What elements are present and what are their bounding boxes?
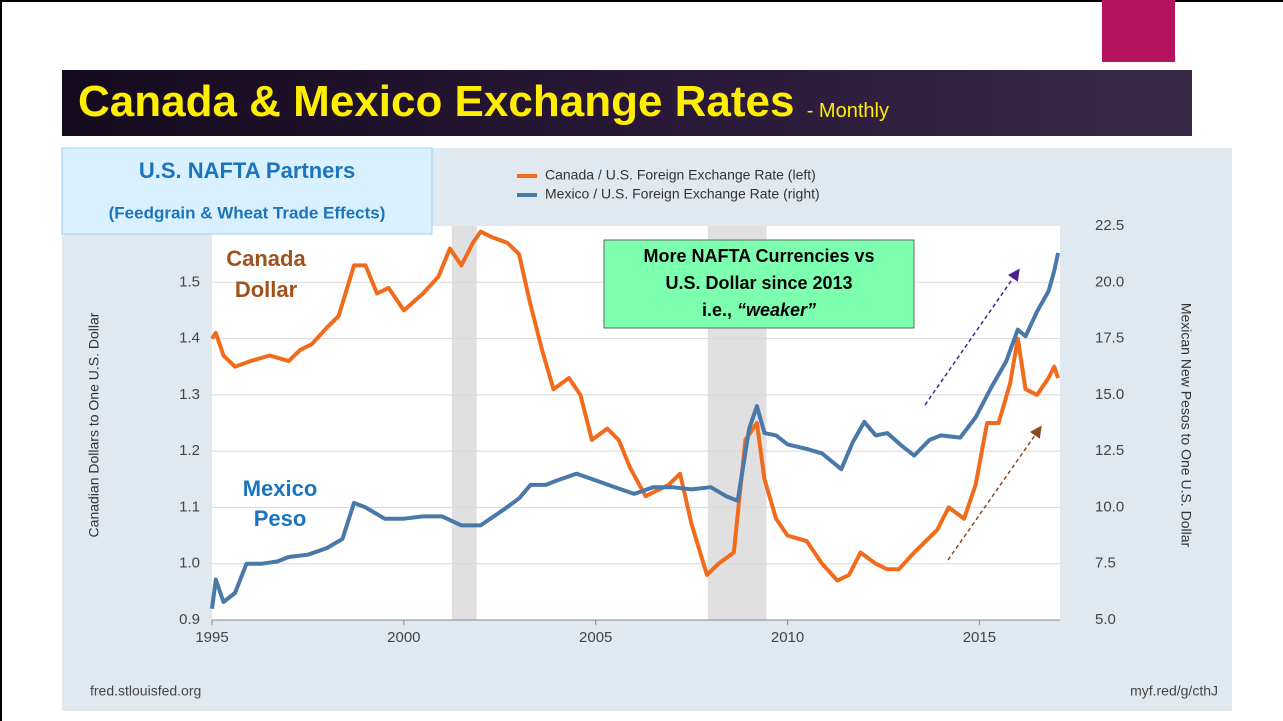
badge-subtitle: (Feedgrain & Wheat Trade Effects)	[109, 203, 386, 222]
mexico-label: Peso	[254, 506, 307, 531]
y2-axis-label: Mexican New Pesos to One U.S. Dollar	[1178, 303, 1194, 548]
y2-tick-label: 20.0	[1095, 273, 1124, 290]
callout-line: U.S. Dollar since 2013	[665, 273, 852, 293]
title-suffix: - Monthly	[807, 100, 889, 122]
callout-emphasis: “weaker”	[737, 300, 816, 320]
y-tick-label: 1.5	[179, 273, 200, 290]
title-main: Canada & Mexico Exchange Rates	[78, 77, 794, 126]
callout-text: i.e.,	[702, 300, 737, 320]
y-tick-label: 0.9	[179, 611, 200, 628]
callout-box	[603, 239, 915, 329]
y-tick-label: 1.1	[179, 498, 200, 515]
y2-tick-label: 10.0	[1095, 498, 1124, 515]
y-tick-label: 1.3	[179, 386, 200, 403]
source-left: fred.stlouisfed.org	[90, 683, 201, 699]
series-line	[210, 229, 1060, 583]
y-tick-label: 1.0	[179, 555, 200, 572]
trend-arrow	[924, 268, 1020, 406]
mexico-label: Mexico	[243, 476, 318, 501]
y-tick-label: 1.4	[179, 330, 200, 347]
canada-label: Canada	[226, 246, 306, 271]
callout-line: More NAFTA Currencies vs	[643, 246, 874, 266]
badge	[61, 147, 433, 235]
series-line	[210, 252, 1061, 609]
y2-tick-label: 5.0	[1095, 611, 1116, 628]
callout-line: i.e., “weaker”	[702, 300, 816, 320]
x-tick-label: 1995	[195, 629, 228, 646]
legend-label: Mexico / U.S. Foreign Exchange Rate (rig…	[545, 186, 820, 202]
source-right: myf.red/g/cthJ	[1130, 683, 1218, 699]
legend: Canada / U.S. Foreign Exchange Rate (lef…	[517, 167, 820, 202]
title: Canada & Mexico Exchange Rates - Monthly	[78, 77, 889, 126]
y2-tick-label: 22.5	[1095, 217, 1124, 234]
x-tick-label: 2005	[579, 629, 612, 646]
badge-title: U.S. NAFTA Partners	[139, 158, 355, 183]
accent-block	[1102, 0, 1175, 62]
x-tick-label: 2010	[771, 629, 804, 646]
legend-label: Canada / U.S. Foreign Exchange Rate (lef…	[545, 167, 816, 183]
recession-band	[451, 226, 477, 620]
x-tick-label: 2000	[387, 629, 420, 646]
x-tick-label: 2015	[963, 629, 996, 646]
title-bar	[62, 70, 1192, 136]
y2-tick-label: 12.5	[1095, 442, 1124, 459]
canada-label: Dollar	[235, 277, 298, 302]
y-axis-label: Canadian Dollars to One U.S. Dollar	[86, 312, 102, 537]
y2-tick-label: 7.5	[1095, 555, 1116, 572]
trend-arrow	[947, 425, 1042, 561]
y-tick-label: 1.2	[179, 442, 200, 459]
y2-tick-label: 17.5	[1095, 330, 1124, 347]
y2-tick-label: 15.0	[1095, 386, 1124, 403]
